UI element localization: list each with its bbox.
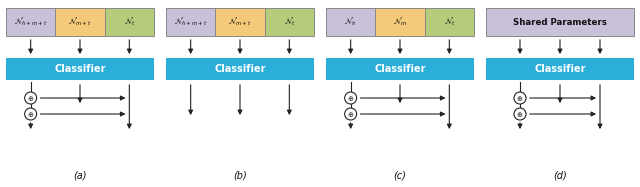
Text: (d): (d) [553, 171, 567, 181]
Bar [215, 8, 265, 36]
Text: $\mathcal{N}_{t}$: $\mathcal{N}_{t}$ [444, 16, 455, 28]
Bar [425, 8, 474, 36]
Bar [166, 58, 314, 80]
Text: Classifier: Classifier [54, 64, 106, 74]
Text: $\mathcal{N}_{m+t}$: $\mathcal{N}_{m+t}$ [68, 16, 92, 28]
Text: $\oplus$: $\oplus$ [516, 94, 524, 102]
Bar [486, 58, 634, 80]
Bar [105, 8, 154, 36]
Text: $\oplus$: $\oplus$ [347, 110, 355, 119]
Bar [6, 58, 154, 80]
Text: $\oplus$: $\oplus$ [27, 110, 35, 119]
Circle shape [514, 108, 526, 120]
Bar [326, 58, 474, 80]
Bar [486, 8, 634, 36]
Bar [166, 8, 215, 36]
Text: $\mathcal{N}_{t}$: $\mathcal{N}_{t}$ [124, 16, 135, 28]
Circle shape [345, 108, 356, 120]
Text: $\oplus$: $\oplus$ [516, 110, 524, 119]
Text: (b): (b) [233, 171, 247, 181]
Bar [265, 8, 314, 36]
Text: Classifier: Classifier [214, 64, 266, 74]
Circle shape [25, 92, 36, 104]
Text: $\oplus$: $\oplus$ [347, 94, 355, 102]
Text: Classifier: Classifier [534, 64, 586, 74]
Text: (a): (a) [73, 171, 87, 181]
Text: $\mathcal{N}_{h}$: $\mathcal{N}_{h}$ [344, 16, 357, 28]
Text: Classifier: Classifier [374, 64, 426, 74]
Text: $\mathcal{N}_{h+m+t}$: $\mathcal{N}_{h+m+t}$ [174, 16, 207, 28]
Text: $\oplus$: $\oplus$ [27, 94, 35, 102]
Text: $\mathcal{N}_{t}$: $\mathcal{N}_{t}$ [284, 16, 295, 28]
Circle shape [345, 92, 356, 104]
Text: Shared Parameters: Shared Parameters [513, 18, 607, 27]
Circle shape [25, 108, 36, 120]
Text: (c): (c) [394, 171, 406, 181]
Bar [6, 8, 55, 36]
Bar [326, 8, 375, 36]
Text: $\mathcal{N}_{m}$: $\mathcal{N}_{m}$ [393, 16, 407, 28]
Text: $\mathcal{N}_{h+m+t}$: $\mathcal{N}_{h+m+t}$ [14, 16, 47, 28]
Text: $\mathcal{N}_{m+t}$: $\mathcal{N}_{m+t}$ [228, 16, 252, 28]
Circle shape [514, 92, 526, 104]
Bar [375, 8, 425, 36]
Bar [55, 8, 105, 36]
